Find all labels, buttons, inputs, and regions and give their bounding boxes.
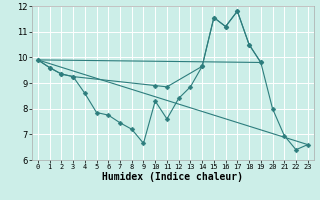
X-axis label: Humidex (Indice chaleur): Humidex (Indice chaleur)	[102, 172, 243, 182]
